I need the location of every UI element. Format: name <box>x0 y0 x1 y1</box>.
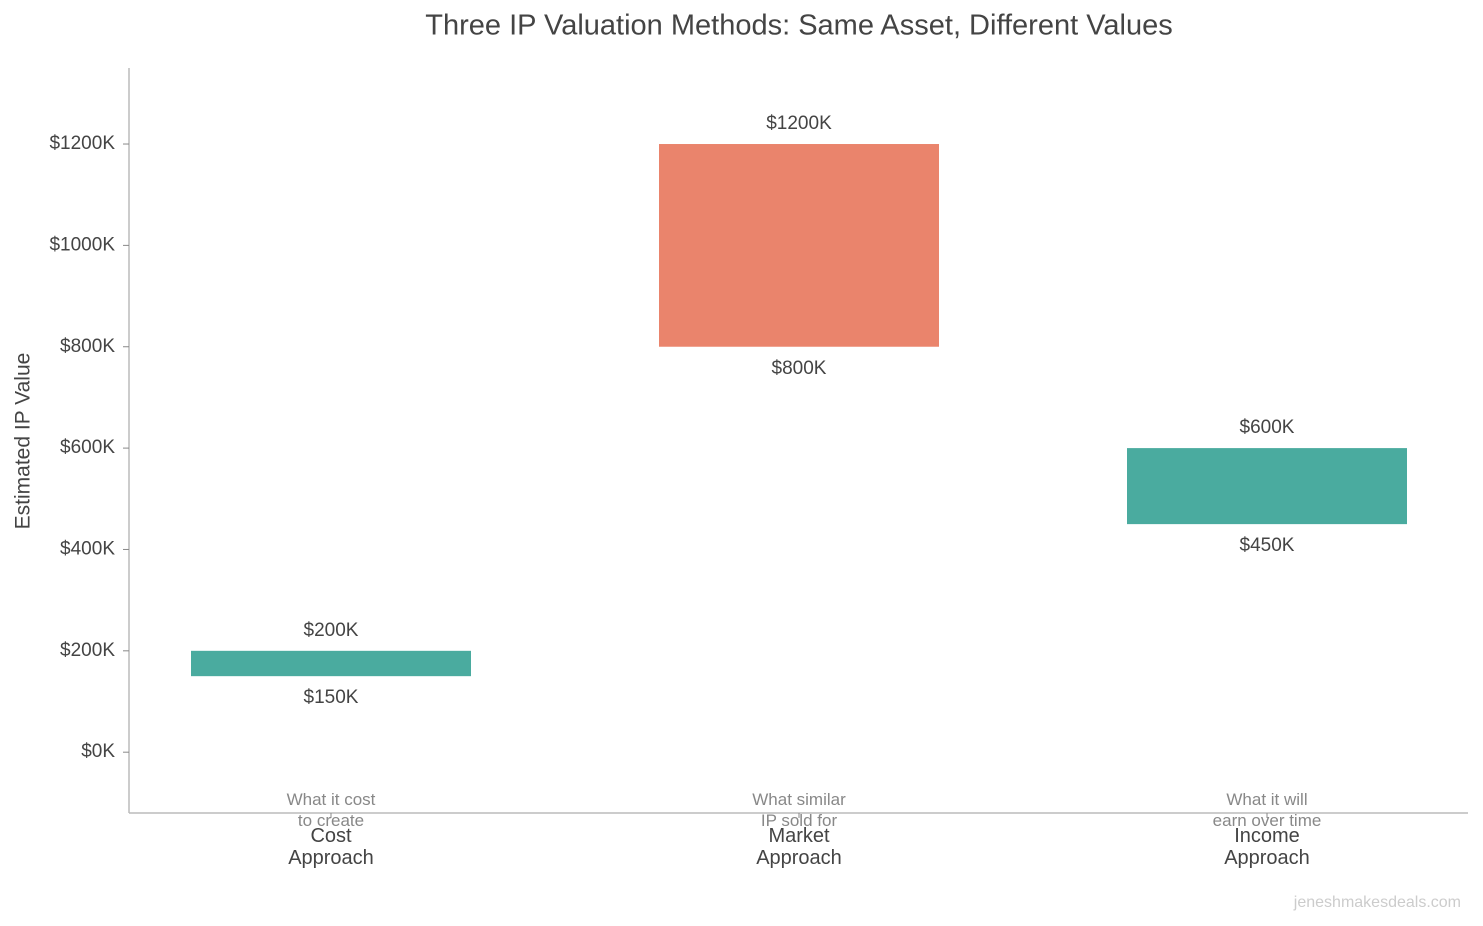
x-tick-label-line: Market <box>768 825 830 847</box>
y-tick-label: $800K <box>60 336 115 357</box>
value-label-high: $1200K <box>766 113 832 134</box>
watermark: jeneshmakesdeals.com <box>1293 894 1461 911</box>
y-tick-label: $1200K <box>49 133 115 154</box>
x-tick-label: Income Approach <box>1224 825 1310 869</box>
bar <box>659 144 939 347</box>
annotation: What it will earn over time <box>1213 790 1322 830</box>
annotation-line: What it cost <box>287 790 376 809</box>
annotation: What it cost to create <box>287 790 376 830</box>
bar <box>1127 448 1407 525</box>
chart-title: Three IP Valuation Methods: Same Asset, … <box>425 10 1172 42</box>
x-tick-label-line: Approach <box>756 847 842 869</box>
x-tick-label: Market Approach <box>756 825 842 869</box>
y-tick-label: $200K <box>60 640 115 661</box>
x-tick-label: Cost Approach <box>288 825 374 869</box>
value-label-high: $200K <box>304 620 359 641</box>
y-tick-label: $0K <box>81 741 115 762</box>
x-tick-label-line: Approach <box>1224 847 1310 869</box>
annotation-line: IP sold for <box>761 811 838 830</box>
value-label-low: $150K <box>304 687 359 708</box>
y-tick-label: $600K <box>60 437 115 458</box>
annotation-line: earn over time <box>1213 811 1322 830</box>
annotation-line: to create <box>298 811 364 830</box>
value-label-high: $600K <box>1240 417 1295 438</box>
annotation-line: What similar <box>752 790 846 809</box>
annotation-line: What it will <box>1226 790 1307 809</box>
annotation: What similar IP sold for <box>752 790 846 830</box>
x-tick-label-line: Income <box>1234 825 1300 847</box>
bar <box>191 650 471 677</box>
y-axis-label: Estimated IP Value <box>12 353 35 530</box>
x-tick-label-line: Cost <box>310 825 352 847</box>
value-label-low: $800K <box>772 358 827 379</box>
value-label-low: $450K <box>1240 535 1295 556</box>
x-tick-label-line: Approach <box>288 847 374 869</box>
y-tick-label: $1000K <box>49 234 115 255</box>
y-tick-label: $400K <box>60 538 115 559</box>
